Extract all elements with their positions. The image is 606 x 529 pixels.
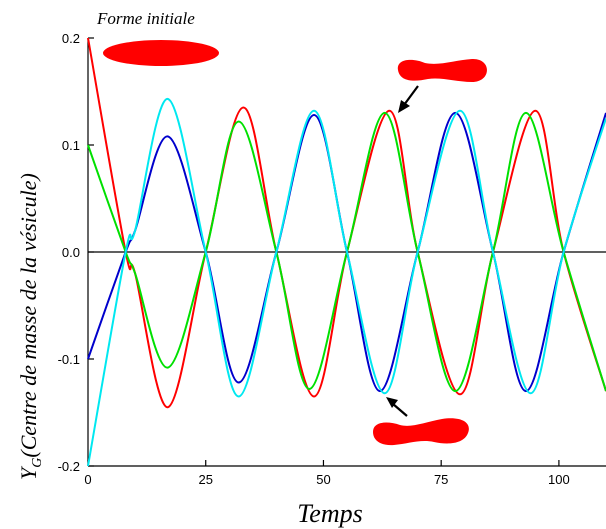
initial-shape-illustration: [103, 40, 219, 66]
series-group: [87, 37, 606, 467]
y-tick-label: 0.0: [62, 245, 80, 260]
y-tick-label: 0.1: [62, 138, 80, 153]
y-axis-title-sub: G: [30, 458, 45, 468]
arrow-bottom: [386, 397, 408, 417]
y-tick-label: -0.1: [58, 352, 80, 367]
deformed-shape-illustration-top: [397, 58, 487, 82]
x-tick-label: 50: [316, 472, 330, 487]
deformed-shape-illustration-bottom: [373, 418, 469, 446]
y-tick-label: 0.2: [62, 31, 80, 46]
x-axis-title: Temps: [297, 499, 363, 528]
y-axis-title-rest: (Centre de masse de la vésicule): [16, 173, 41, 457]
series-line-cyan: [87, 97, 606, 467]
y-axis-title-main: Y: [16, 465, 41, 480]
axis-ticks: 0 25 50 75 100 0.2 0.1 0.0 -0.1 -0.2: [58, 31, 570, 487]
y-tick-label: -0.2: [58, 459, 80, 474]
x-tick-label: 100: [548, 472, 570, 487]
annotation-initial-shape: Forme initiale: [96, 9, 195, 28]
x-tick-label: 75: [434, 472, 448, 487]
series-line-green: [87, 111, 606, 393]
arrow-top: [398, 85, 419, 113]
x-tick-label: 0: [84, 472, 91, 487]
y-axis-title: YG(Centre de masse de la vésicule): [16, 173, 45, 480]
series-line-red: [87, 37, 606, 409]
x-tick-label: 25: [198, 472, 212, 487]
